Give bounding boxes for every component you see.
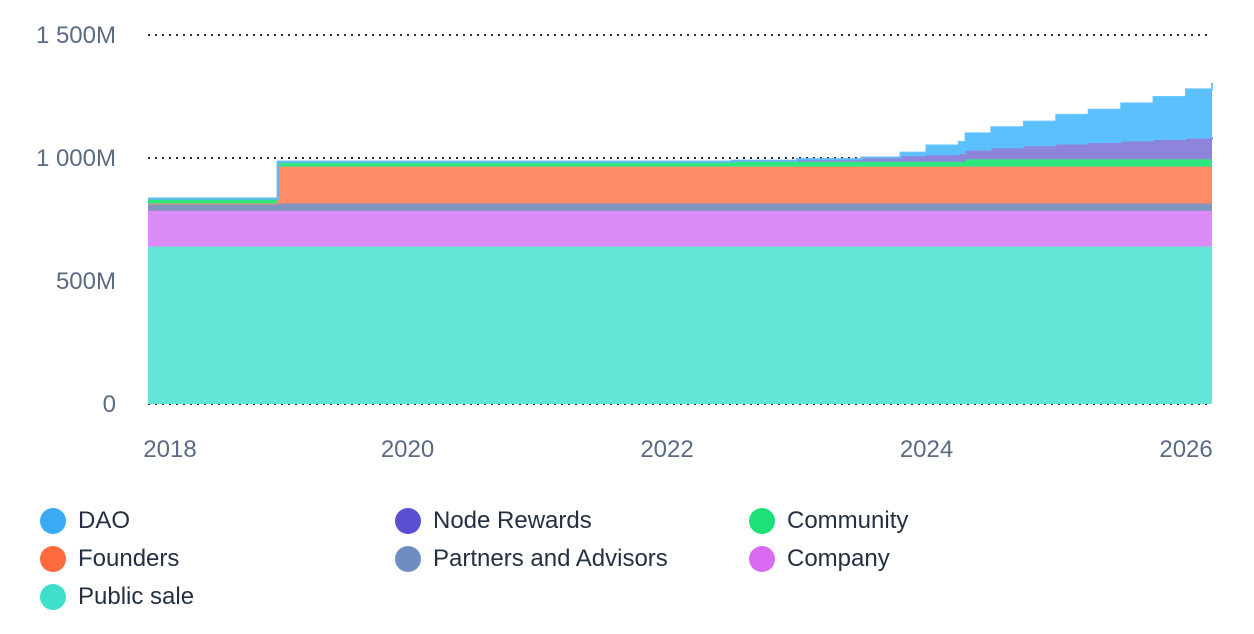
legend-label: Company — [787, 545, 890, 572]
legend-label: Public sale — [78, 583, 195, 610]
x-tick-label: 2022 — [640, 436, 693, 463]
legend-item-node-rewards[interactable]: Node Rewards — [395, 504, 592, 538]
area-dao — [148, 83, 1212, 199]
legend-swatch — [749, 546, 775, 572]
x-tick-label: 2026 — [1159, 436, 1212, 463]
legend-label: DAO — [78, 507, 131, 534]
legend-swatch — [40, 546, 66, 572]
legend-swatch — [749, 508, 775, 534]
y-tick-label: 500M — [56, 268, 116, 295]
legend-item-partners-and-advisors[interactable]: Partners and Advisors — [395, 542, 668, 576]
legend: DAO Node Rewards Community Founders Part… — [40, 500, 1240, 630]
stacked-area-chart: 0 500M 1 000M 1 500M 2018 2020 2022 2024 2026 — [36, 22, 1213, 463]
y-tick-label: 1 000M — [36, 145, 116, 172]
legend-item-founders[interactable]: Founders — [40, 542, 179, 576]
area-public-sale — [148, 246, 1212, 404]
x-tick-label: 2024 — [900, 436, 953, 463]
legend-swatch — [40, 508, 66, 534]
area-company — [148, 210, 1212, 247]
area-edge-dao — [148, 83, 1213, 200]
legend-swatch — [395, 508, 421, 534]
x-tick-label: 2020 — [381, 436, 434, 463]
legend-item-community[interactable]: Community — [749, 504, 908, 538]
legend-swatch — [40, 584, 66, 610]
legend-label: Partners and Advisors — [433, 545, 668, 572]
y-tick-label: 0 — [103, 391, 116, 418]
legend-label: Founders — [78, 545, 180, 572]
legend-item-dao[interactable]: DAO — [40, 504, 130, 538]
series-areas — [148, 83, 1213, 404]
axis-labels: 0 500M 1 000M 1 500M 2018 2020 2022 2024 2026 — [36, 22, 1213, 463]
legend-label: Community — [787, 507, 909, 534]
y-tick-label: 1 500M — [36, 22, 116, 49]
area-founders — [148, 166, 1212, 204]
legend-item-public-sale[interactable]: Public sale — [40, 580, 194, 614]
legend-swatch — [395, 546, 421, 572]
legend-item-company[interactable]: Company — [749, 542, 890, 576]
legend-label: Node Rewards — [433, 507, 592, 534]
x-tick-label: 2018 — [143, 436, 196, 463]
area-partners-and-advisors — [148, 203, 1212, 211]
